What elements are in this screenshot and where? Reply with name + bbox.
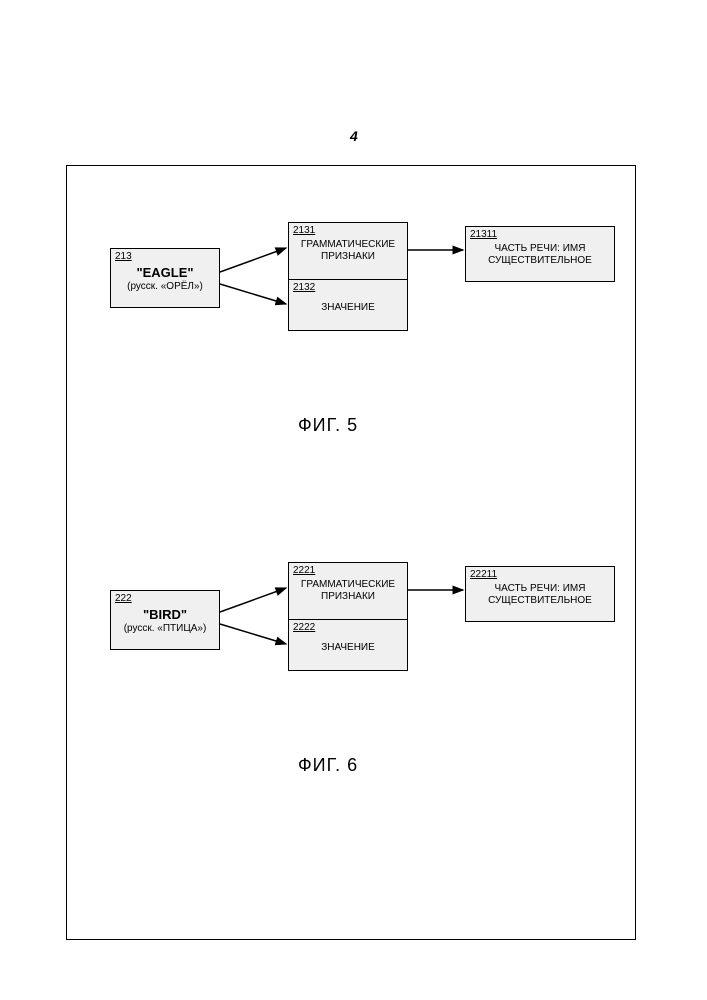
fig6-arrow-grammatical-to-pos <box>0 0 707 1000</box>
fig6-caption: ФИГ. 6 <box>298 755 358 776</box>
page: 4 213 "EAGLE" (русск. «ОРЁЛ») 2131 ГРАММ… <box>0 0 707 1000</box>
